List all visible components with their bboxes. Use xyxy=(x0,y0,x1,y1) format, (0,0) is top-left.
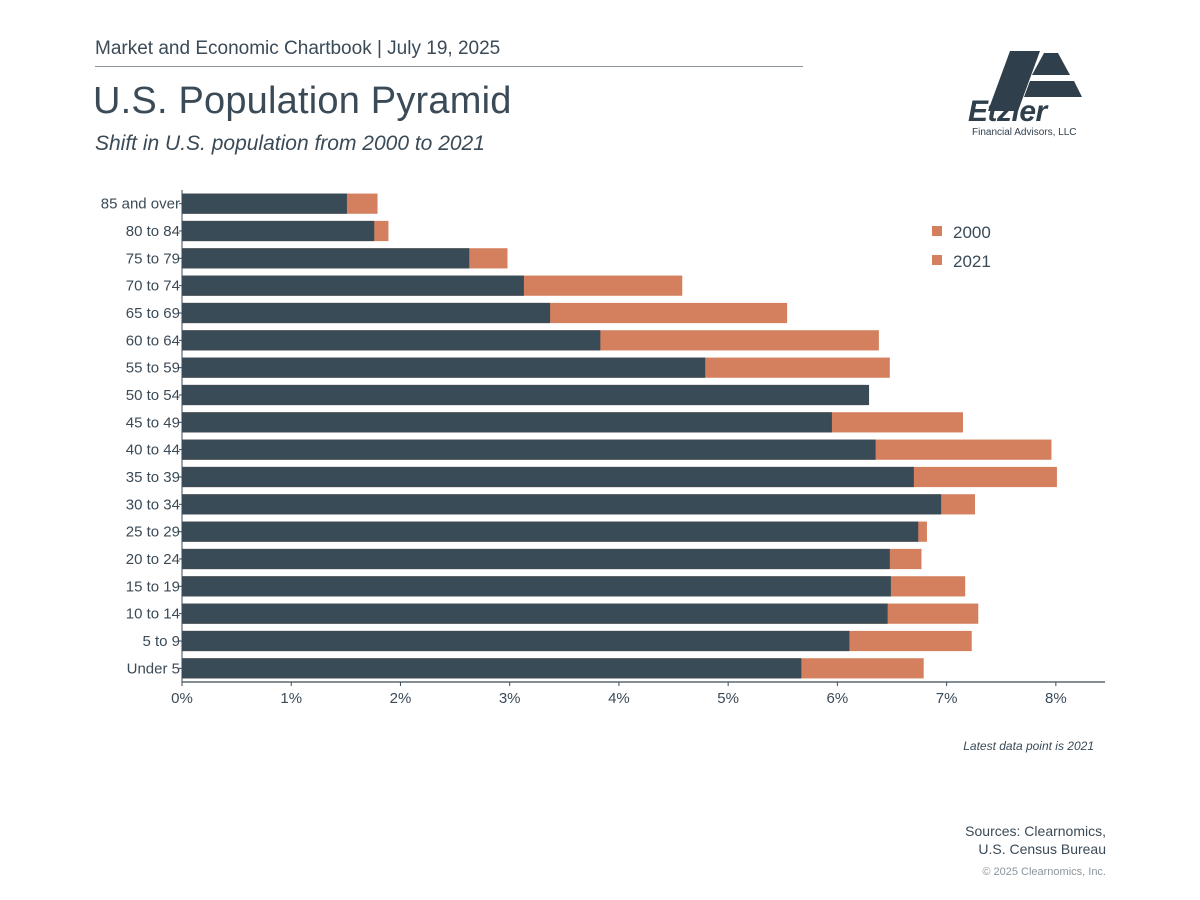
category-label: 65 to 69 xyxy=(126,305,180,322)
legend-label: 2000 xyxy=(953,223,991,242)
x-tick-label: 5% xyxy=(717,690,739,707)
x-tick-label: 8% xyxy=(1045,690,1067,707)
etzler-logo-icon xyxy=(988,51,1082,111)
bar-2021 xyxy=(182,275,524,296)
category-label: 30 to 34 xyxy=(126,496,180,513)
legend-swatch xyxy=(932,226,942,236)
bar-2021 xyxy=(182,357,706,378)
x-tick-label: 6% xyxy=(827,690,849,707)
category-label: 10 to 14 xyxy=(126,606,180,623)
category-label: 50 to 54 xyxy=(126,387,180,404)
category-label: Under 5 xyxy=(127,660,180,677)
category-label: 60 to 64 xyxy=(126,332,180,349)
footnote: Latest data point is 2021 xyxy=(963,739,1094,753)
bar-2021 xyxy=(182,521,919,542)
bar-2021 xyxy=(182,494,942,515)
legend-swatch xyxy=(932,255,942,265)
header-divider xyxy=(95,66,803,67)
x-tick-label: 4% xyxy=(608,690,630,707)
bar-2021 xyxy=(182,220,375,242)
legend-label: 2021 xyxy=(953,252,991,271)
x-tick-label: 7% xyxy=(936,690,958,707)
category-label: 85 and over xyxy=(101,196,180,213)
bar-2021 xyxy=(182,330,601,351)
x-tick-label: 1% xyxy=(280,690,302,707)
category-label: 70 to 74 xyxy=(126,278,180,295)
bar-2021 xyxy=(182,384,870,406)
bar-2021 xyxy=(182,248,470,269)
sources-line-2: U.S. Census Bureau xyxy=(978,841,1106,857)
page-title: U.S. Population Pyramid xyxy=(93,80,512,122)
bar-2021 xyxy=(182,630,850,652)
category-label: 15 to 19 xyxy=(126,578,180,595)
chartbook-header: Market and Economic Chartbook | July 19,… xyxy=(95,38,501,59)
bar-2021 xyxy=(182,576,891,597)
bar-2021 xyxy=(182,439,876,460)
category-label: 35 to 39 xyxy=(126,469,180,486)
category-label: 75 to 79 xyxy=(126,250,180,267)
category-label: 80 to 84 xyxy=(126,223,180,240)
logo-wordmark: Etzler xyxy=(968,95,1047,128)
bar-2021 xyxy=(182,603,888,624)
logo-tagline: Financial Advisors, LLC xyxy=(972,127,1077,138)
x-tick-label: 3% xyxy=(499,690,521,707)
sources: Sources: Clearnomics, U.S. Census Bureau xyxy=(965,822,1106,858)
bar-2021 xyxy=(182,302,551,324)
category-label: 5 to 9 xyxy=(142,633,180,650)
category-label: 20 to 24 xyxy=(126,551,180,568)
bar-2021 xyxy=(182,193,347,214)
page-subtitle: Shift in U.S. population from 2000 to 20… xyxy=(95,132,485,155)
bar-2021 xyxy=(182,548,890,570)
x-tick-label: 2% xyxy=(390,690,412,707)
category-label: 40 to 44 xyxy=(126,442,180,459)
bar-2021 xyxy=(182,412,832,433)
category-label: 25 to 29 xyxy=(126,524,180,541)
category-label: 45 to 49 xyxy=(126,414,180,431)
category-label: 55 to 59 xyxy=(126,360,180,377)
sources-line-1: Sources: Clearnomics, xyxy=(965,823,1106,839)
bar-2021 xyxy=(182,658,802,679)
x-tick-label: 0% xyxy=(171,690,193,707)
copyright: © 2025 Clearnomics, Inc. xyxy=(982,866,1106,878)
bar-2021 xyxy=(182,466,914,488)
